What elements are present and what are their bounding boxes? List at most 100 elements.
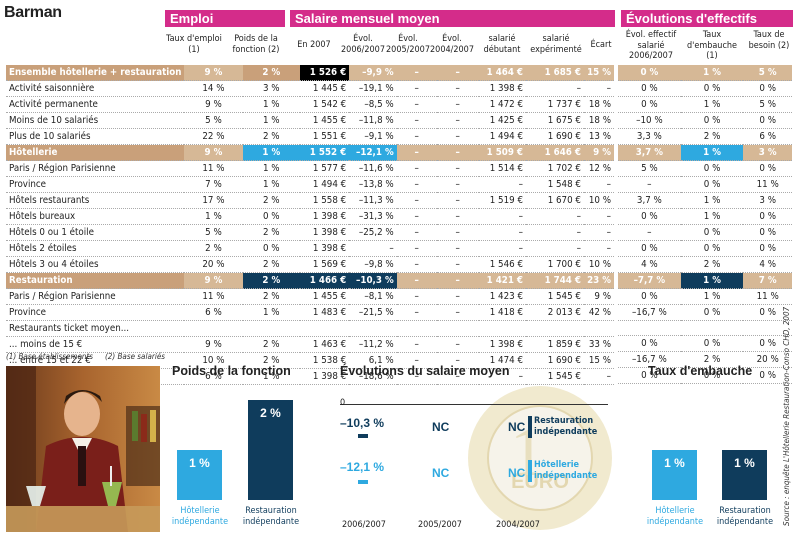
table-cell: 1 542 € (312, 99, 347, 110)
table-cell: 0 % (703, 370, 721, 381)
table-cell: 5 % (641, 163, 658, 174)
table-cell: 1 546 € (489, 259, 523, 270)
bar-embauche-1 (722, 450, 767, 500)
bar-value-label: 1 % (664, 456, 685, 470)
table-cell: – (396, 144, 437, 161)
table-cell: 2 % (703, 259, 721, 270)
table-cell: 0 % (759, 83, 777, 94)
table-cell: – (436, 65, 479, 81)
table-cell: 2 % (242, 65, 301, 81)
nc-hotellerie-0507: NC (432, 466, 450, 480)
table-cell (300, 321, 349, 337)
table-cell: – (647, 227, 652, 238)
row-label: Activité saisonnière (9, 83, 95, 94)
table-cell: 9 % (583, 144, 614, 161)
coin-label: EURO (511, 471, 569, 493)
table-cell: 1 744 € (526, 272, 584, 289)
table-cell: 23 % (583, 272, 614, 289)
table-cell: – (606, 243, 611, 254)
table-cell: – (576, 243, 581, 254)
table-cell: 2 % (262, 195, 280, 206)
table-row: 3,7 % 1 % 3 % (618, 193, 792, 209)
table-cell: 20 % (756, 354, 779, 365)
table-cell: – (647, 179, 652, 190)
nc-restauration-0407: NC (508, 420, 526, 434)
legend-hotellerie: Hôtellerie indépendante (534, 460, 598, 481)
subheader-evol0607: Évol. 2006/2007 (341, 34, 385, 55)
table-cell: – (518, 211, 523, 222)
table-cell (618, 321, 681, 336)
table-cell: 9 % (594, 291, 611, 302)
table-cell: 3,3 % (636, 131, 662, 142)
table-cell: 1 423 € (489, 291, 523, 302)
row-label: Province (9, 179, 47, 190)
table-cell: –8,5 % (364, 99, 394, 110)
table-cell (184, 321, 242, 337)
row-label: Hôtels 0 ou 1 étoile (9, 227, 94, 238)
header-salaire: Salaire mensuel moyen (290, 10, 615, 27)
table-row: –16,7 % 0 % 0 % (618, 305, 792, 321)
table-cell: – (414, 339, 419, 350)
table-cell: 1 % (205, 211, 222, 222)
subheader-en2007: En 2007 (297, 40, 331, 50)
table-cell: – (606, 83, 611, 94)
table-cell: 1 % (262, 163, 280, 174)
table-cell: 11 % (202, 291, 225, 302)
table-cell: 1 577 € (312, 163, 347, 174)
table-row: 0 % 1 % 11 % (618, 289, 792, 305)
table-cell: 1 690 € (547, 131, 581, 142)
table-cell: 9 % (184, 272, 243, 289)
table-cell (397, 321, 437, 337)
table-cell: 2 013 € (547, 307, 581, 318)
table-cell: 0 % (703, 338, 721, 349)
table-cell: 33 % (588, 339, 611, 350)
table-cell: 1 552 € (300, 144, 350, 161)
table-cell (437, 321, 479, 337)
table-cell: – (576, 211, 581, 222)
table-cell: 0 % (759, 227, 777, 238)
table-cell: – (436, 272, 479, 289)
table-row: Province 6 % 1 % 1 483 € –21,5 % – – 1 418 € 2 0… (6, 305, 614, 321)
table-row: 5 % 0 % 0 % (618, 161, 792, 177)
table-cell: 3 % (743, 144, 792, 161)
euro-coin: EURO 1 (460, 380, 620, 530)
table-cell (479, 321, 526, 337)
table-cell: 6 % (759, 131, 777, 142)
table-cell: 10 % (588, 259, 611, 270)
table-cell: 1 702 € (547, 163, 581, 174)
footnote-1: (1) Base établissements (6, 352, 94, 361)
table-row: Restaurants ticket moyen... (6, 321, 614, 337)
row-label: Hôtels 2 étoiles (9, 243, 77, 254)
table-row: Moins de 10 salariés 5 % 1 % 1 455 € –11,8 %… (6, 113, 614, 129)
table-cell: – (414, 179, 419, 190)
bar-category-label: Hôtellerie indépendante (171, 506, 229, 527)
legend-swatch-restauration (528, 416, 532, 438)
page-title: Barman (4, 4, 62, 21)
table-cell: 1 859 € (547, 339, 581, 350)
table-cell: – (414, 195, 419, 206)
table-cell: –9,8 % (364, 259, 394, 270)
table-row: –16,7 % 2 % 20 % (618, 352, 792, 368)
table-cell (584, 321, 614, 337)
table-cell: 2 % (703, 131, 721, 142)
table-cell: 1 398 € (312, 211, 347, 222)
table-cell: 1 % (680, 272, 744, 289)
table-cell: 1 646 € (526, 144, 584, 161)
table-cell: – (518, 227, 523, 238)
table-row: –10 % 0 % 0 % (618, 113, 792, 129)
row-label: Paris / Région Parisienne (9, 291, 116, 302)
table-cell: – (455, 131, 460, 142)
period-label: 2006/2007 (342, 520, 386, 530)
table-cell: 1 545 € (547, 291, 581, 302)
table-cell: – (414, 307, 419, 318)
table-cell: 5 % (205, 227, 222, 238)
table-cell: – (455, 211, 460, 222)
table-row: – 0 % 0 % (618, 225, 792, 241)
table-row: Hôtels 2 étoiles 2 % 0 % 1 398 € – – – – – – (6, 241, 614, 257)
table-cell: 1 483 € (312, 307, 347, 318)
table-cell: 0 % (759, 115, 777, 126)
table-cell: 1 418 € (489, 307, 523, 318)
value-hotellerie-0607: –12,1 % (340, 460, 385, 474)
table-cell: 1 690 € (547, 355, 581, 366)
row-label: Plus de 10 salariés (9, 131, 91, 142)
